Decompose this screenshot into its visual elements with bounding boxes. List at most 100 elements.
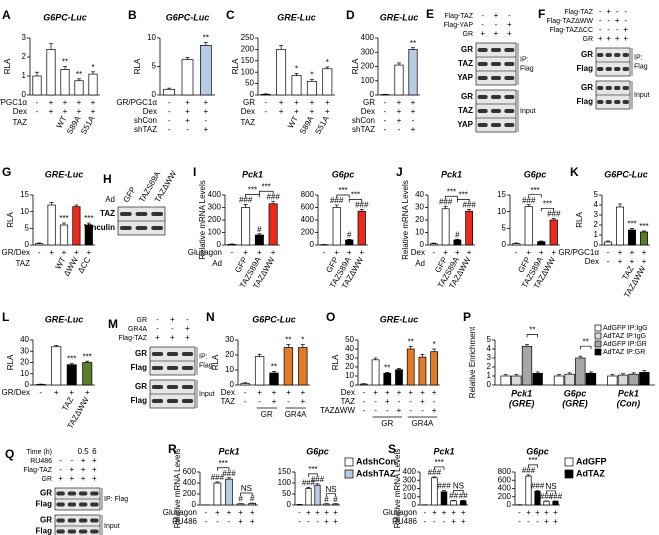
y-tick-label: 0 [507, 500, 512, 509]
condition-mark: - [599, 7, 602, 16]
band [504, 109, 515, 113]
bar [371, 359, 380, 386]
condition-mark: + [81, 465, 86, 474]
bar [241, 207, 251, 246]
bar [640, 231, 648, 246]
bar [512, 243, 521, 246]
condition-mark: - [607, 16, 610, 25]
band [597, 86, 604, 90]
band [477, 109, 488, 113]
row-label: GR [363, 98, 375, 107]
band [614, 100, 621, 104]
row-mark: + [257, 248, 262, 257]
row-mark: + [411, 98, 416, 107]
y-tick-label: 20 [415, 215, 424, 224]
row-mark: - [412, 116, 415, 125]
row-mark: + [215, 508, 220, 517]
y-tick-label: 0 [412, 500, 417, 509]
band-label: Flag [577, 64, 594, 73]
chart-title: GRE-Luc [277, 12, 316, 22]
bar [332, 207, 341, 246]
y-tick-label: 100 [208, 228, 222, 237]
bar [227, 244, 237, 246]
bracket-label: NS [241, 484, 252, 493]
band [166, 385, 179, 389]
y-tick-label: 5 [502, 223, 507, 232]
bar [450, 500, 457, 506]
bracket [457, 199, 470, 203]
y-tick-label: 0 [22, 90, 27, 99]
band [597, 100, 604, 104]
bar [199, 45, 212, 96]
row-label: shCon [352, 116, 375, 125]
y-axis-label: Relative mRNA Levels [393, 449, 402, 529]
row-mark: - [39, 388, 42, 397]
row-mark: + [630, 257, 635, 266]
row-mark: - [316, 517, 319, 526]
condition-mark: + [155, 333, 160, 342]
y-tick-label: 1 [22, 71, 27, 80]
panel-label: Q [5, 447, 14, 461]
y-tick-label: 5 [487, 335, 492, 344]
bracket-label: *** [447, 187, 456, 196]
bar [51, 346, 62, 386]
band [181, 385, 194, 389]
condition-label: GR [137, 317, 148, 324]
bar [276, 49, 287, 96]
row-label: Dex [361, 107, 375, 116]
band [78, 529, 88, 534]
chart-title: G6PC-Luc [252, 314, 296, 324]
band [166, 352, 179, 356]
significance: * [433, 340, 436, 349]
row-mark: + [551, 248, 556, 257]
row-mark: + [286, 388, 291, 397]
legend-swatch [344, 469, 354, 479]
row-mark: + [243, 248, 248, 257]
row-mark: + [467, 248, 472, 257]
bracket-label: *** [459, 190, 468, 199]
significance: ** [271, 363, 277, 372]
row-mark: + [271, 248, 276, 257]
bar [35, 384, 46, 386]
bar [240, 383, 250, 386]
legend-label: AdTAZ [576, 468, 605, 478]
y-tick-label: 0 [310, 240, 315, 249]
row-mark: - [607, 257, 610, 266]
row-mark: - [386, 406, 389, 415]
condition-label: Time (h) [26, 449, 52, 456]
band [67, 502, 77, 507]
row-mark: - [38, 248, 41, 257]
band [597, 53, 604, 57]
panel-label: A [2, 8, 11, 22]
significance: *** [67, 355, 76, 364]
band [504, 95, 515, 99]
y-tick-label: 15 [20, 190, 29, 199]
row-label: GR/Dex [2, 388, 30, 397]
row-label: TAZΔWW [320, 406, 355, 415]
panel-label: G [2, 165, 11, 179]
bar [639, 372, 650, 386]
bar [248, 503, 257, 506]
condition-mark: + [170, 315, 175, 324]
bar [575, 357, 586, 386]
significance: ### [522, 466, 536, 475]
bar [628, 373, 639, 386]
bar [213, 482, 222, 506]
significance: *** [627, 220, 636, 229]
y-axis-label: RLA [211, 354, 220, 370]
bar [66, 364, 77, 386]
significance: # [238, 495, 243, 504]
band [491, 48, 501, 52]
y-tick-label: 40 [20, 335, 29, 344]
row-mark: - [264, 98, 267, 107]
row-mark: + [49, 248, 54, 257]
chart-title: G6pc [526, 446, 549, 456]
band [622, 86, 629, 90]
panel-label: S [388, 442, 396, 456]
row-label: Dex [143, 107, 157, 116]
significance: ### [266, 192, 280, 201]
significance: ### [531, 482, 545, 491]
band [597, 67, 604, 71]
bar [74, 80, 84, 96]
row-mark: + [443, 248, 448, 257]
